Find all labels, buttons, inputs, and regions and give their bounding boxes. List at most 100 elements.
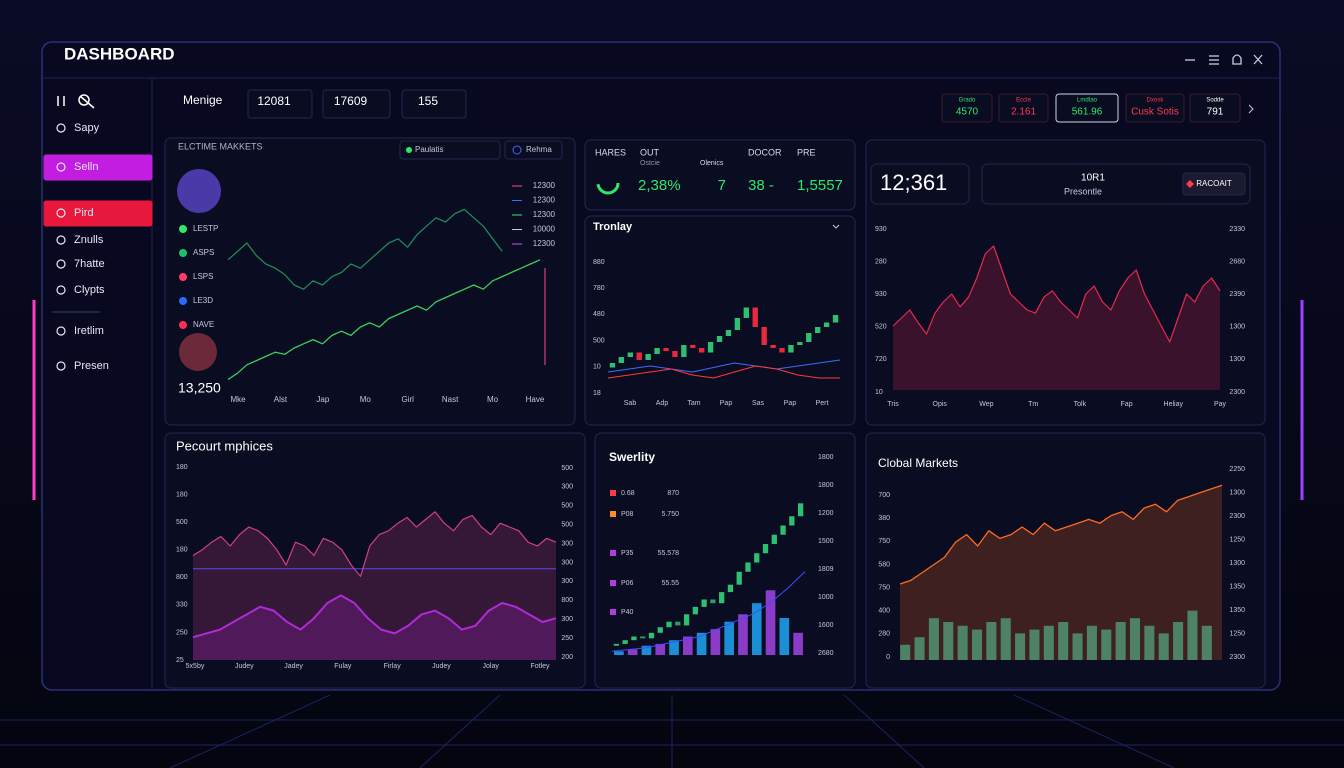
ticker-box[interactable]: [1125, 93, 1185, 123]
gauge: [596, 171, 620, 195]
candle: [657, 627, 663, 633]
bar: [1058, 622, 1069, 660]
nav-highlight[interactable]: [43, 154, 153, 181]
y-label: 750: [878, 584, 890, 591]
bar: [682, 636, 693, 655]
area: [193, 511, 556, 660]
nav-item[interactable]: Pird: [74, 207, 94, 219]
nav-item[interactable]: 7hatte: [74, 258, 105, 270]
candle: [627, 352, 633, 357]
dropdown[interactable]: [832, 224, 840, 229]
panel-title: Swerlity: [609, 450, 655, 464]
nav-item[interactable]: Presen: [74, 360, 109, 372]
bar: [1158, 633, 1169, 660]
ticker-value: Cusk Sotis: [1131, 107, 1179, 118]
panel-title: Tronlay: [593, 221, 633, 233]
candle: [725, 330, 732, 336]
legend-value: 12300: [533, 239, 556, 248]
stat-label: PRE: [797, 147, 816, 157]
legend-swatch: [610, 490, 616, 496]
bar: [1144, 625, 1155, 660]
y-label: 200: [561, 654, 573, 661]
window-controls[interactable]: [1185, 54, 1263, 65]
action-button[interactable]: [1182, 172, 1246, 196]
x-label: Nast: [442, 395, 459, 404]
nav-icon: [56, 326, 66, 336]
legend-dot: [179, 321, 187, 329]
legend-value: 870: [667, 490, 679, 497]
candle: [636, 352, 642, 360]
filter-button[interactable]: [504, 140, 563, 160]
y-label: 2680: [818, 650, 834, 657]
y-label: 1000: [818, 594, 834, 601]
floor-grid: [0, 694, 1344, 768]
ticker-label: Eccle: [1016, 98, 1031, 104]
nav-item[interactable]: Selln: [74, 161, 98, 173]
y-label: 780: [593, 285, 605, 292]
candle: [770, 345, 776, 348]
legend-swatch: [610, 550, 616, 556]
y-label: 300: [561, 484, 573, 491]
stat-value: 12081: [257, 94, 291, 108]
ticker-box[interactable]: [998, 93, 1049, 123]
candle: [710, 599, 716, 604]
x-label: Judey: [235, 663, 254, 670]
bar: [1115, 622, 1126, 660]
candle: [648, 632, 655, 639]
candle: [609, 363, 616, 368]
bar: [765, 590, 776, 655]
nav-item[interactable]: Sapy: [74, 122, 100, 134]
button-label: RACOAIT: [1196, 179, 1232, 188]
legend-value: 5.750: [661, 511, 679, 518]
nav-icon: [56, 162, 66, 172]
y-label: 1500: [818, 538, 834, 545]
legend-value: 12300: [533, 196, 556, 205]
y-label: 1300: [1229, 356, 1245, 363]
bar: [1072, 633, 1083, 660]
candle: [797, 503, 804, 517]
x-label: Tris: [887, 401, 899, 408]
nav-item[interactable]: Clypts: [74, 284, 105, 296]
y-label: 25: [176, 657, 184, 664]
bar: [1173, 622, 1184, 660]
filter-button[interactable]: [399, 140, 501, 160]
bar: [943, 622, 954, 660]
bar: [1086, 625, 1097, 660]
line-series: [899, 484, 1223, 585]
bar: [696, 632, 707, 655]
nav-icon: [56, 285, 66, 295]
y-label: 2680: [1229, 258, 1245, 265]
bar: [655, 643, 666, 655]
ticker-box[interactable]: [941, 93, 993, 123]
legend-dot: [179, 273, 187, 281]
candle: [681, 345, 687, 357]
ticker-box[interactable]: [1189, 93, 1241, 123]
button-icon: [1186, 180, 1194, 188]
stat-value: 38 -: [748, 177, 774, 194]
line-series: [227, 259, 541, 381]
y-label: 2300: [1229, 389, 1245, 396]
y-label: 1809: [818, 566, 834, 573]
button-label: Paulatis: [415, 145, 443, 154]
sidebar-icons[interactable]: [57, 94, 95, 109]
nav-highlight[interactable]: [43, 200, 153, 227]
nav-item[interactable]: Iretlim: [74, 325, 104, 337]
stat-value: 1,5557: [797, 177, 843, 194]
candle: [654, 348, 660, 354]
candle: [716, 336, 723, 342]
candle: [734, 318, 741, 330]
line-series: [192, 594, 557, 639]
ticker-next[interactable]: [1248, 104, 1254, 114]
candle: [666, 621, 672, 628]
stat-box: [322, 89, 391, 119]
bar: [724, 621, 735, 655]
candle: [613, 643, 620, 646]
ticker-box[interactable]: [1055, 93, 1119, 123]
candle: [815, 327, 821, 333]
nav-item[interactable]: Znulls: [74, 234, 104, 246]
panel: [584, 139, 856, 211]
y-label: 720: [875, 356, 887, 363]
ticker-label: Grado: [959, 98, 976, 104]
panel: [584, 215, 856, 426]
